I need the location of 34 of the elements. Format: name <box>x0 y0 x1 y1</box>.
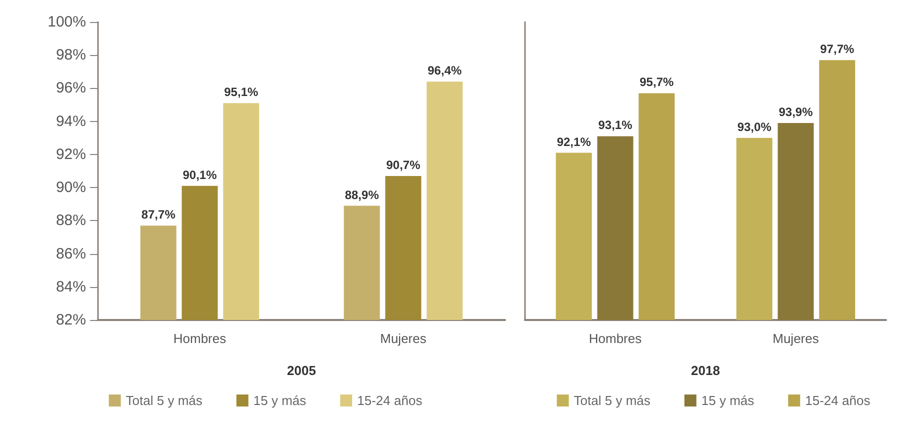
legend-label: Total 5 y más <box>574 393 651 408</box>
data-label: 93,9% <box>778 104 814 119</box>
x-tick-label: Hombres <box>588 331 642 346</box>
y-tick-label: 84% <box>56 278 86 296</box>
y-tick-label: 88% <box>56 212 86 230</box>
data-label: 87,7% <box>141 208 176 222</box>
data-label: 93,0% <box>737 120 772 134</box>
y-tick-label: 98% <box>56 46 86 64</box>
data-label: 90,1% <box>182 168 218 182</box>
y-tick-label: 82% <box>56 312 86 328</box>
x-tick-label: Mujeres <box>380 331 427 346</box>
y-tick-label: 90% <box>56 179 86 196</box>
data-label: 93,1% <box>598 118 633 132</box>
x-axis-title: 2018 <box>691 363 720 378</box>
legend-label: 15 y más <box>701 393 755 408</box>
data-label: 97,7% <box>820 42 854 56</box>
legend-label: 15 y más <box>253 393 307 408</box>
data-label: 88,9% <box>344 188 380 202</box>
y-tick-label: 96% <box>56 80 86 97</box>
data-label: 95,1% <box>224 85 258 100</box>
x-tick-label: Mujeres <box>772 331 820 346</box>
x-tick-label: Hombres <box>173 331 227 346</box>
y-tick-label: 94% <box>56 112 86 130</box>
data-label: 95,7% <box>640 75 674 90</box>
data-label: 92,1% <box>556 134 592 149</box>
legend-label: 15-24 años <box>357 393 423 408</box>
x-axis-title: 2005 <box>287 363 316 378</box>
y-tick-label: 100% <box>48 14 86 30</box>
data-label: 96,4% <box>428 64 462 78</box>
legend-label: Total 5 y más <box>126 393 203 408</box>
legend-label: 15-24 años <box>805 393 871 408</box>
y-tick-label: 92% <box>56 146 86 163</box>
y-tick-label: 86% <box>56 245 86 262</box>
data-label: 90,7% <box>386 158 421 172</box>
